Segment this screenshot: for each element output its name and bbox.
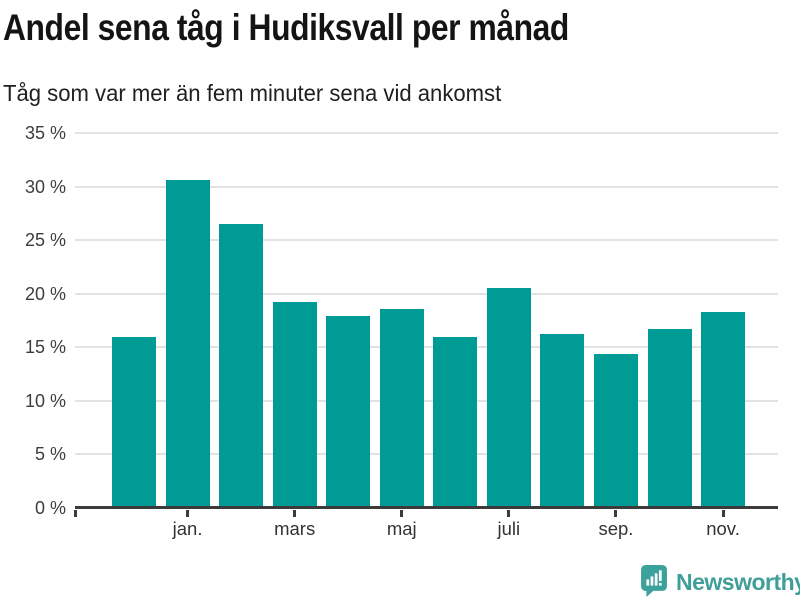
x-axis-origin-tick <box>73 510 77 517</box>
chart-title: Andel sena tåg i Hudiksvall per månad <box>3 7 569 48</box>
newsworthy-logo-icon <box>641 565 667 597</box>
bar-6-maj <box>379 308 424 508</box>
bar-7 <box>433 336 478 508</box>
y-axis-label: 10 % <box>24 390 66 411</box>
x-axis-label-maj: maj <box>386 518 417 539</box>
x-axis-label-sep: sep. <box>598 518 634 539</box>
y-axis-label: 35 % <box>24 123 66 143</box>
bar-5 <box>326 316 371 508</box>
y-gridline-20 <box>75 292 778 295</box>
newsworthy-logo-text: Newsworthy <box>676 569 800 595</box>
bar-12-nov <box>701 311 746 508</box>
bar-10-sep <box>593 353 638 508</box>
plot-area <box>75 132 778 509</box>
x-axis-label-mars: mars <box>274 518 316 539</box>
chart-subtitle: Tåg som var mer än fem minuter sena vid … <box>3 80 502 106</box>
x-axis-tick-nov <box>721 510 725 517</box>
y-axis-label: 30 % <box>24 176 66 197</box>
y-axis-label: 15 % <box>24 337 66 358</box>
y-gridline-30 <box>75 185 778 188</box>
y-axis-label: 20 % <box>24 283 66 304</box>
x-axis-label-nov: nov. <box>706 518 740 539</box>
x-axis-line <box>75 506 778 509</box>
bar-11 <box>647 329 692 508</box>
bar-2-jan <box>165 180 210 508</box>
x-axis-tick-mars <box>293 510 297 517</box>
bar-1 <box>112 336 156 508</box>
x-axis-label-juli: juli <box>497 518 521 539</box>
x-axis-tick-juli <box>507 510 511 517</box>
y-axis-label: 0 % <box>34 498 66 518</box>
bar-8-juli <box>486 288 531 508</box>
bar-4-mars <box>272 302 317 508</box>
y-gridline-25 <box>75 239 778 242</box>
x-axis-tick-sep <box>614 510 618 517</box>
y-gridline-10 <box>75 399 778 402</box>
bar-9 <box>540 334 585 508</box>
y-gridline-5 <box>75 453 778 456</box>
x-axis-label-jan: jan. <box>172 518 203 539</box>
y-gridline-15 <box>75 346 778 349</box>
y-axis-label: 25 % <box>24 230 66 251</box>
x-axis-tick-maj <box>400 510 404 517</box>
y-axis-label: 5 % <box>34 444 66 465</box>
bar-3 <box>219 224 264 508</box>
x-axis-tick-jan <box>186 510 190 517</box>
y-gridline-35 <box>75 132 778 134</box>
